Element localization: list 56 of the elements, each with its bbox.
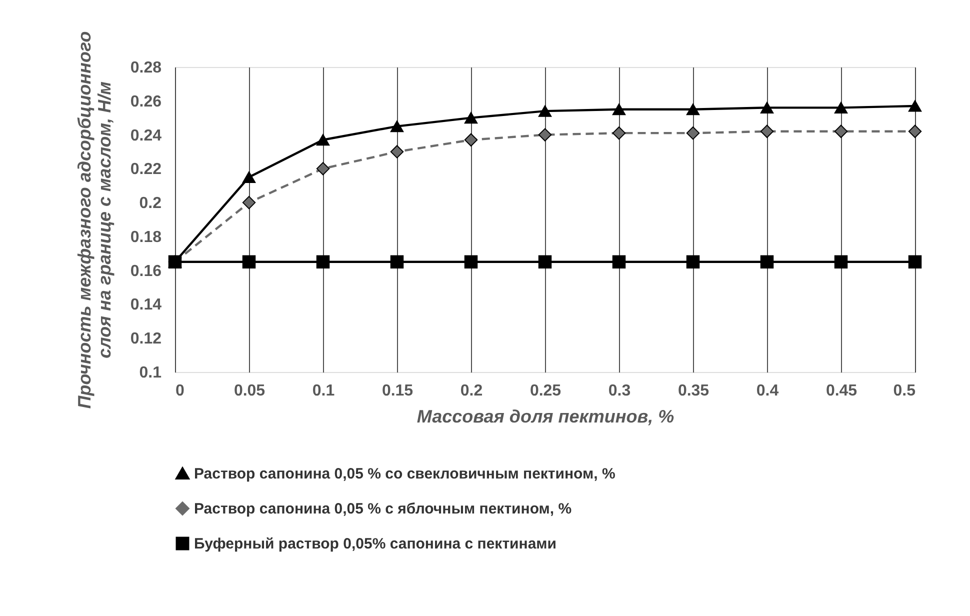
point [316, 162, 330, 176]
y-tick-label: 0.16 [130, 262, 162, 280]
legend-label: Буферный раствор 0,05% сапонина с пектинами [194, 536, 556, 552]
y-tick-label: 0.24 [130, 127, 162, 144]
y-axis-title: Прочность межфазного адсорбционного слоя на границе с маслом, Н/м [74, 31, 114, 409]
point [538, 128, 552, 142]
y-tick-label: 0.26 [130, 93, 162, 110]
y-tick-label: 0.2 [139, 195, 162, 212]
legend-label: Раствор сапонина 0,05 % с яблочным пектином, % [194, 500, 572, 518]
x-tick-label: 0.15 [382, 382, 414, 400]
point [908, 124, 922, 138]
y-tick-label: 0.28 [130, 60, 162, 76]
point [686, 255, 700, 268]
y-tick-label: 0.14 [130, 296, 162, 314]
point [242, 196, 256, 210]
point [464, 112, 478, 124]
legend-label: Раствор сапонина 0,05 % со свекловичным пектином, % [194, 466, 616, 482]
point [760, 255, 774, 268]
x-tick-label: 0.3 [608, 382, 631, 400]
point [760, 124, 774, 138]
point [834, 255, 848, 268]
x-tick-label: 0.5 [893, 382, 916, 400]
x-tick-label: 0.45 [826, 382, 858, 400]
point [908, 100, 922, 112]
point [464, 255, 478, 268]
x-tick-label: 0.35 [678, 382, 710, 400]
point [908, 255, 922, 268]
x-tick-label: 0.05 [234, 382, 266, 400]
point [612, 126, 626, 140]
point [316, 134, 330, 146]
x-tick-label: 0.4 [756, 382, 779, 400]
point [464, 133, 478, 146]
y-tick-label: 0.18 [130, 228, 162, 246]
x-tick-label: 0.2 [460, 382, 483, 400]
point [390, 120, 404, 132]
point [538, 105, 552, 117]
point [612, 104, 626, 116]
x-tick-label: 0.1 [312, 382, 335, 400]
point [390, 255, 404, 268]
y-tick-label: 0.1 [139, 364, 162, 382]
y-tick-label: 0.22 [130, 161, 162, 178]
y-tick-label: 0.12 [130, 330, 162, 348]
point [316, 255, 330, 268]
point [242, 171, 256, 183]
x-tick-label: 0 [176, 382, 184, 400]
point [538, 255, 552, 268]
x-axis-title: Массовая доля пектинов, % [416, 406, 674, 426]
point [760, 102, 774, 114]
point [686, 126, 700, 140]
point [390, 145, 404, 158]
point [686, 104, 700, 116]
point [242, 255, 256, 268]
point [834, 124, 848, 138]
point [834, 102, 848, 114]
point [612, 255, 626, 268]
x-tick-label: 0.25 [530, 382, 562, 400]
